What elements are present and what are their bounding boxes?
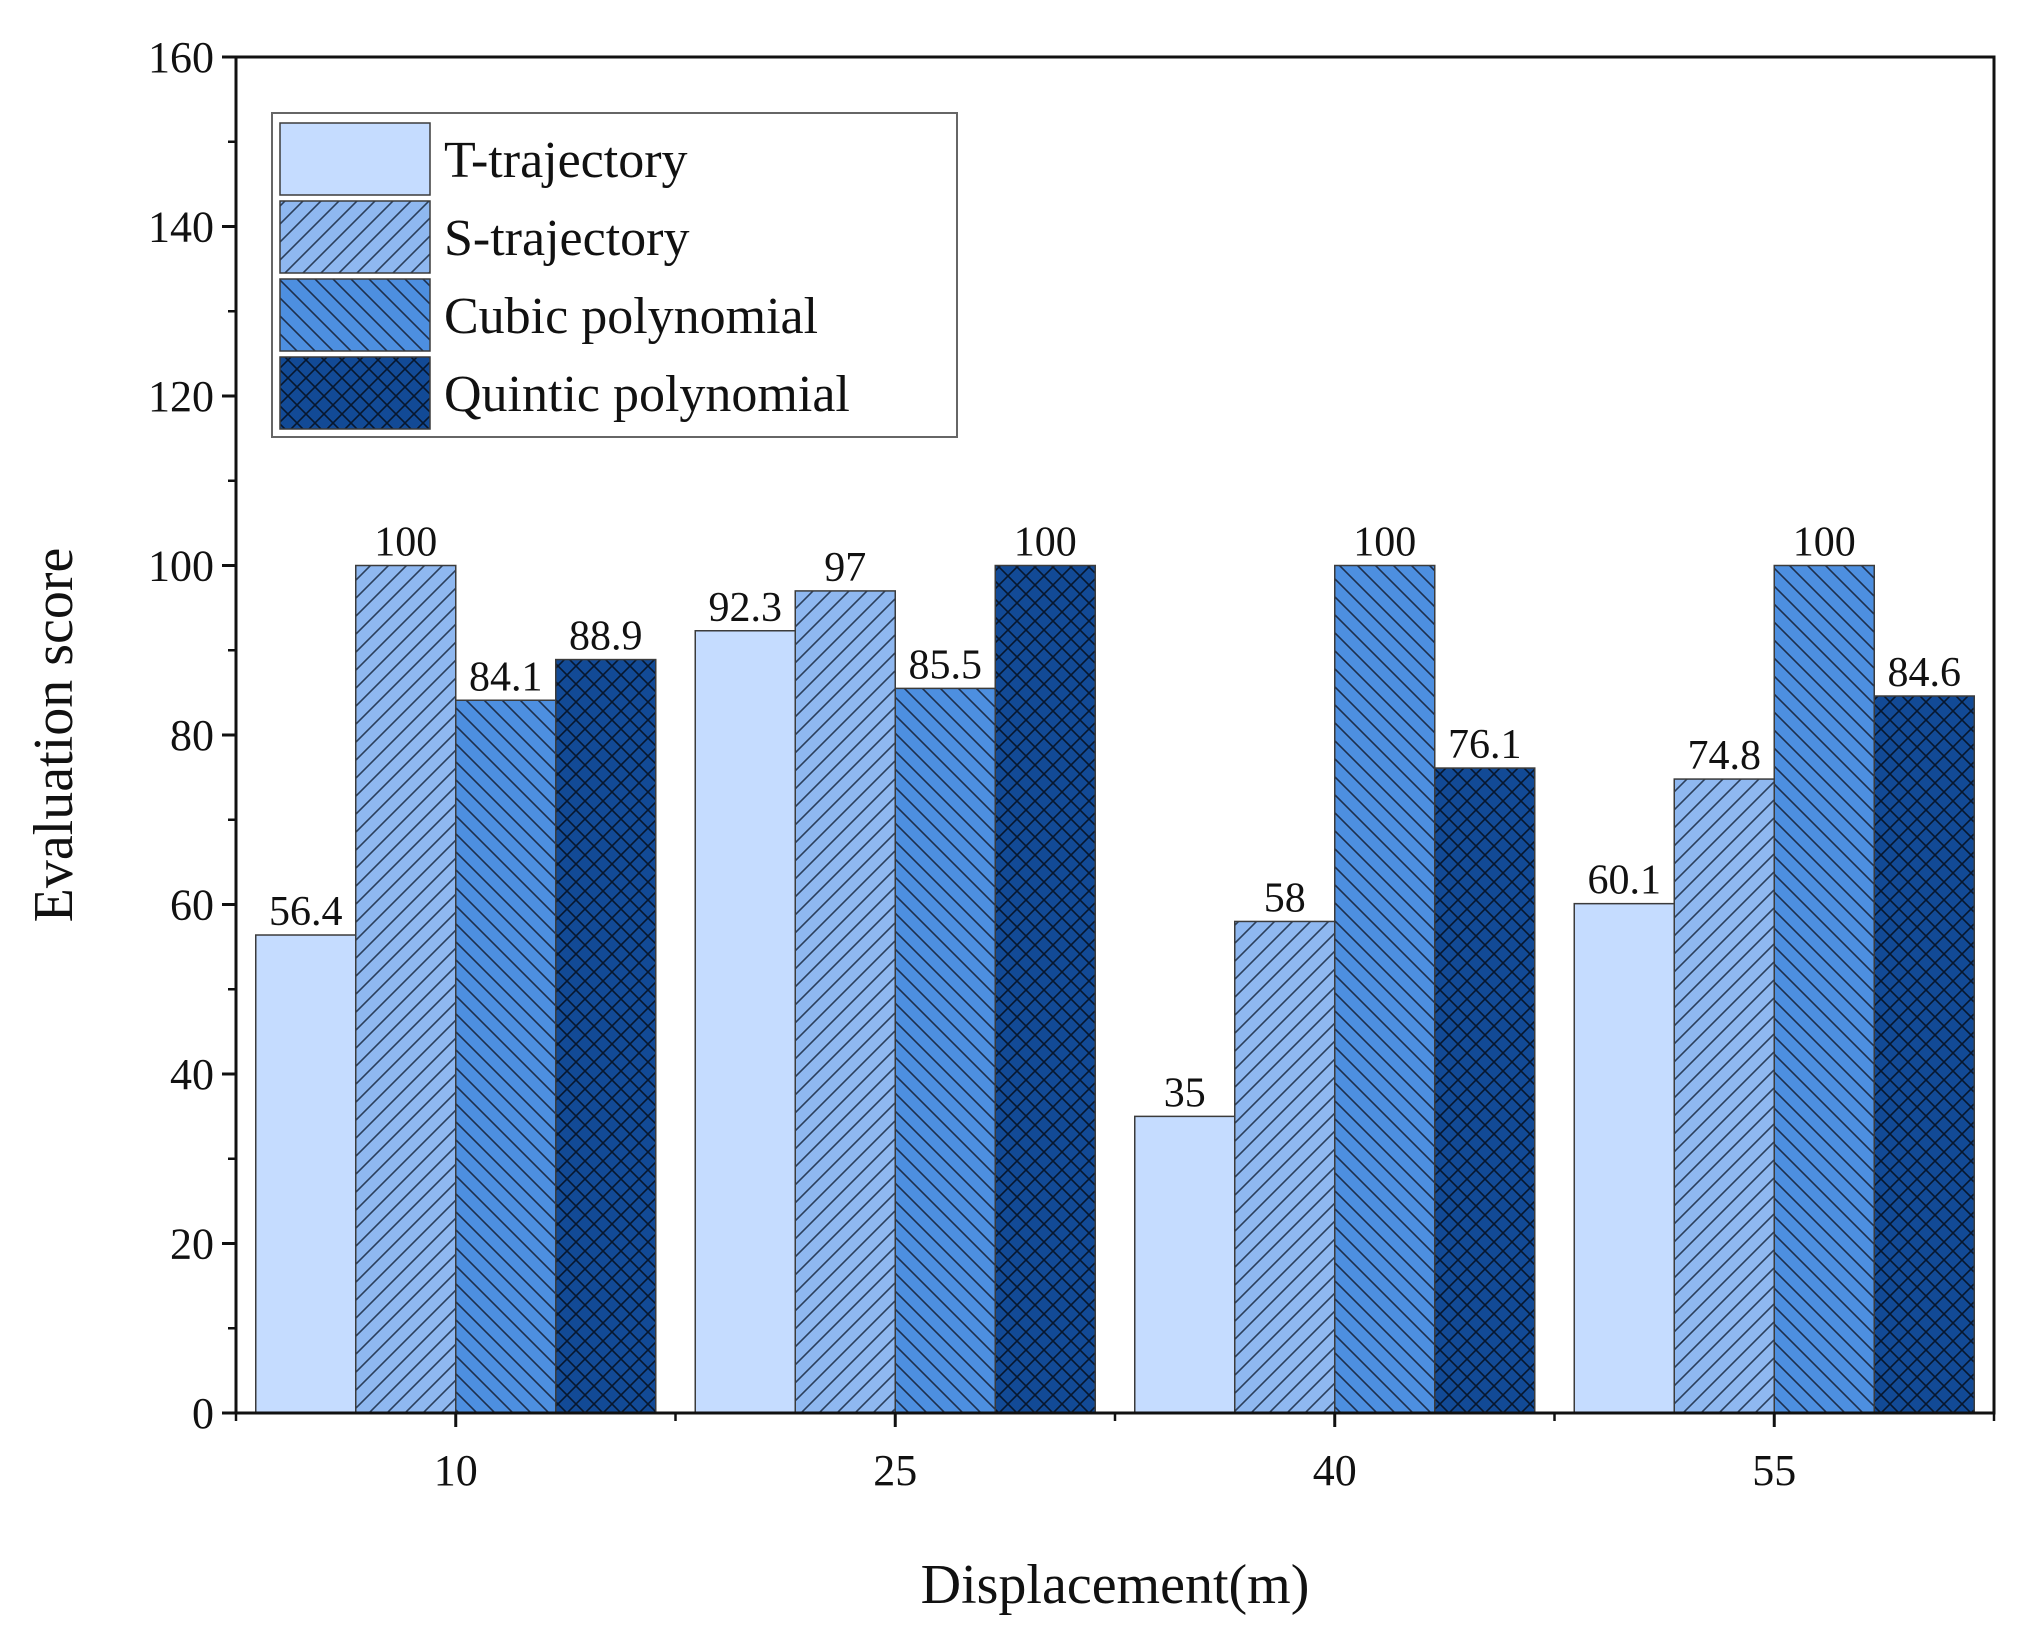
data-label: 100 xyxy=(374,520,437,566)
legend-label: T-trajectory xyxy=(444,132,688,189)
bar-quintic-polynomial xyxy=(1434,767,1536,1414)
bar-quintic-polynomial xyxy=(994,564,1096,1414)
data-label: 92.3 xyxy=(709,585,783,631)
legend-label: Quintic polynomial xyxy=(444,366,850,423)
data-label: 35 xyxy=(1164,1070,1206,1116)
data-label: 84.1 xyxy=(469,654,543,700)
x-tick-label: 40 xyxy=(1313,1446,1357,1495)
x-axis: 10 25 40 55 xyxy=(234,1413,1996,1495)
bar-quintic-polynomial xyxy=(1873,695,1975,1414)
data-label: 58 xyxy=(1264,875,1306,921)
bar-t-trajectory xyxy=(255,934,357,1414)
bar-s-trajectory xyxy=(355,564,457,1414)
legend-label: S-trajectory xyxy=(444,210,689,267)
y-tick-label: 100 xyxy=(148,542,214,591)
bar-s-trajectory xyxy=(794,590,896,1414)
x-axis-title: Displacement(m) xyxy=(921,1554,1310,1616)
y-tick-label: 0 xyxy=(192,1389,214,1438)
data-label: 56.4 xyxy=(269,889,343,935)
legend-swatch xyxy=(279,200,431,274)
y-tick-label: 80 xyxy=(170,711,214,760)
y-tick-label: 120 xyxy=(148,372,214,421)
bar-cubic-polynomial xyxy=(1773,564,1875,1414)
bars-layer xyxy=(255,564,1975,1414)
bar-cubic-polynomial xyxy=(1334,564,1436,1414)
bar-s-trajectory xyxy=(1673,778,1775,1414)
y-tick-label: 60 xyxy=(170,881,214,930)
data-label: 84.6 xyxy=(1888,650,1962,696)
data-labels-layer: 56.4 100 84.1 88.9 92.3 97 85.5 100 35 58 100 76.1 6… xyxy=(269,520,1961,1117)
legend-swatch xyxy=(279,278,431,352)
legend-swatch xyxy=(279,356,431,430)
y-tick-label: 40 xyxy=(170,1050,214,1099)
x-tick-label: 25 xyxy=(873,1446,917,1495)
y-tick-label: 140 xyxy=(148,203,214,252)
data-label: 100 xyxy=(1793,520,1856,566)
legend-label: Cubic polynomial xyxy=(444,288,818,345)
bar-t-trajectory xyxy=(694,630,796,1414)
bar-quintic-polynomial xyxy=(555,658,657,1414)
bar-s-trajectory xyxy=(1234,920,1336,1414)
legend: T-trajectory S-trajectory Cubic polynomial… xyxy=(271,112,958,438)
data-label: 100 xyxy=(1353,520,1416,566)
y-axis: 0 20 40 60 80 100 120 140 160 xyxy=(148,33,236,1438)
data-label: 100 xyxy=(1014,520,1077,566)
data-label: 76.1 xyxy=(1448,722,1522,768)
bar-cubic-polynomial xyxy=(894,687,996,1414)
legend-swatch xyxy=(279,122,431,196)
x-tick-label: 10 xyxy=(434,1446,478,1495)
bar-t-trajectory xyxy=(1573,902,1675,1414)
bar-t-trajectory xyxy=(1134,1115,1236,1414)
y-axis-title: Evaluation score xyxy=(23,548,85,923)
data-label: 74.8 xyxy=(1688,733,1762,779)
y-tick-label: 160 xyxy=(148,33,214,82)
x-tick-label: 55 xyxy=(1752,1446,1796,1495)
data-label: 60.1 xyxy=(1588,858,1662,904)
data-label: 88.9 xyxy=(569,614,643,660)
data-label: 85.5 xyxy=(909,642,983,688)
bar-cubic-polynomial xyxy=(455,699,557,1414)
data-label: 97 xyxy=(824,545,866,591)
y-tick-label: 20 xyxy=(170,1220,214,1269)
